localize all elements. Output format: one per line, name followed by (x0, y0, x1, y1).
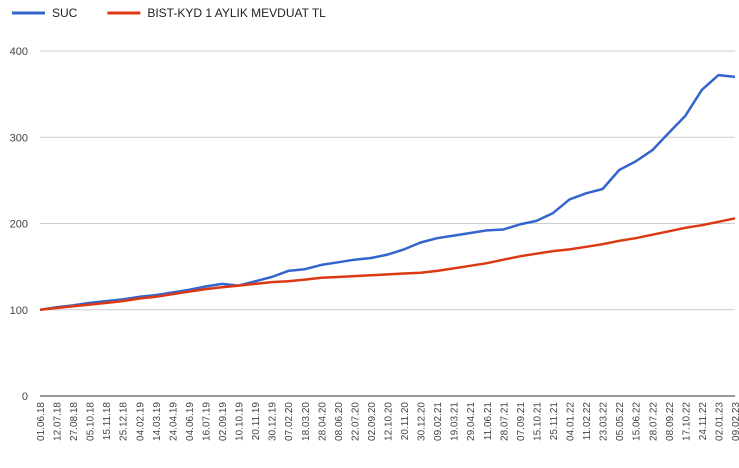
x-tick-label: 18.03.20 (301, 402, 312, 441)
x-tick-label: 25.12.18 (119, 402, 130, 441)
line-series (39, 217, 736, 312)
x-tick-label: 29.04.21 (466, 402, 477, 441)
legend-label: SUC (52, 6, 78, 20)
x-tick-label: 22.07.20 (350, 402, 361, 441)
x-tick-label: 04.01.22 (566, 402, 577, 441)
x-tick-label: 24.11.22 (698, 402, 709, 441)
x-tick-label: 30.12.19 (268, 402, 279, 441)
y-tick-label: 0 (22, 391, 28, 403)
x-tick-label: 16.07.19 (201, 402, 212, 441)
x-tick-label: 02.09.19 (218, 402, 229, 441)
x-tick-label: 04.06.19 (185, 402, 196, 441)
x-tick-label: 17.10.22 (681, 402, 692, 441)
x-tick-label: 10.10.19 (235, 402, 246, 441)
x-tick-label: 12.10.20 (384, 402, 395, 441)
x-tick-label: 15.06.22 (632, 402, 643, 441)
legend-label: BIST-KYD 1 AYLIK MEVDUAT TL (147, 6, 326, 20)
x-tick-label: 28.07.22 (648, 402, 659, 441)
x-tick-label: 20.11.20 (400, 402, 411, 441)
x-tick-label: 27.08.18 (69, 402, 80, 441)
x-tick-label: 11.02.22 (582, 402, 593, 441)
x-tick-label: 05.05.22 (615, 402, 626, 441)
y-tick-label: 400 (10, 46, 28, 58)
y-tick-label: 300 (10, 132, 28, 144)
line-series (39, 73, 736, 312)
x-tick-label: 20.11.19 (251, 402, 262, 441)
x-tick-label: 12.07.18 (53, 402, 64, 441)
x-tick-label: 08.06.20 (334, 402, 345, 441)
x-tick-label: 07.02.20 (284, 402, 295, 441)
x-tick-label: 28.04.20 (317, 402, 328, 441)
x-tick-label: 02.09.20 (367, 402, 378, 441)
x-tick-label: 09.02.21 (433, 402, 444, 441)
x-tick-label: 04.02.19 (135, 402, 146, 441)
x-tick-label: 07.09.21 (516, 402, 527, 441)
x-tick-label: 05.10.18 (86, 402, 97, 441)
y-tick-label: 100 (10, 305, 28, 317)
x-tick-label: 23.03.22 (599, 402, 610, 441)
x-tick-label: 01.06.18 (36, 402, 47, 441)
x-tick-label: 30.12.20 (417, 402, 428, 441)
x-tick-label: 02.01.23 (714, 402, 725, 441)
y-tick-label: 200 (10, 219, 28, 231)
x-tick-label: 19.03.21 (450, 402, 461, 441)
x-tick-label: 08.09.22 (665, 402, 676, 441)
x-tick-label: 24.04.19 (168, 402, 179, 441)
x-tick-label: 15.11.18 (102, 402, 113, 441)
x-tick-label: 25.11.21 (549, 402, 560, 441)
x-tick-label: 09.02.23 (731, 402, 739, 441)
x-tick-label: 14.03.19 (152, 402, 163, 441)
x-tick-label: 28.07.21 (499, 402, 510, 441)
x-tick-label: 15.10.21 (532, 402, 543, 441)
x-tick-label: 11.06.21 (483, 402, 494, 441)
